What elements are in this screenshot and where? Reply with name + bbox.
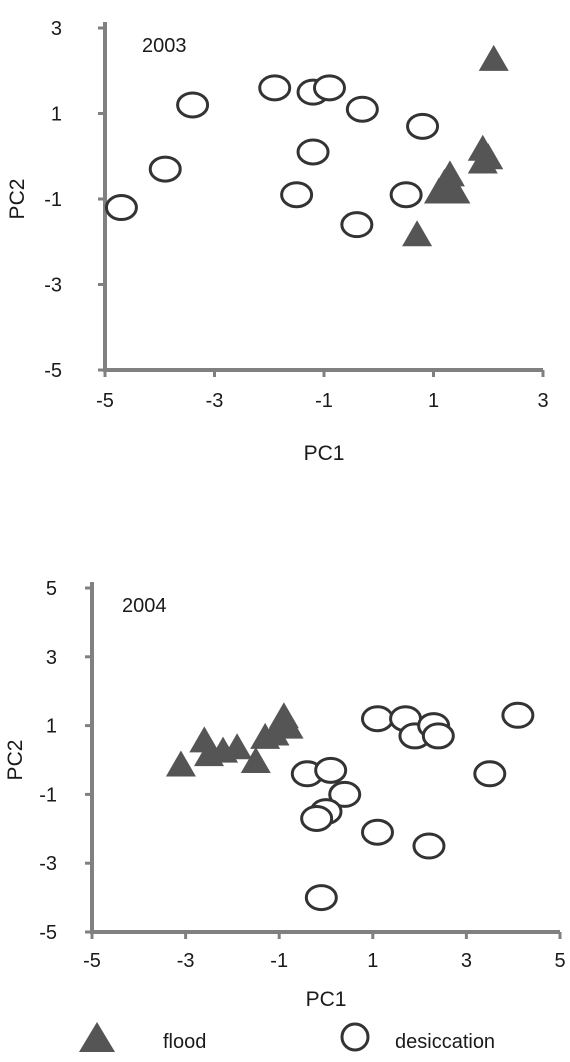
desiccation-point xyxy=(280,181,314,209)
scatter-panel-2004: -5 -3 -1 1 3 5 5 3 1 -1 -3 -5 PC1 PC2 2004 xyxy=(4,578,566,1011)
desiccation-point xyxy=(345,95,379,123)
desiccation-point xyxy=(328,780,362,808)
x-tick-label: 5 xyxy=(554,950,565,972)
flood-point xyxy=(222,733,253,760)
legend-circle-marker xyxy=(340,1022,370,1052)
desiccation-point xyxy=(300,804,334,832)
x-tick-label: 3 xyxy=(461,950,472,972)
x-tick-label: 1 xyxy=(428,390,439,412)
desiccation-point xyxy=(389,181,423,209)
desiccation-point xyxy=(148,155,182,183)
desiccation-point xyxy=(296,138,330,166)
y-tick-label: 3 xyxy=(46,647,57,669)
desiccation-point xyxy=(176,91,210,119)
x-tick-label: -1 xyxy=(270,950,288,972)
flood-point xyxy=(259,719,290,746)
y-tick-label: 1 xyxy=(51,104,62,126)
desiccation-point xyxy=(340,211,374,239)
desiccation-point xyxy=(312,74,346,102)
legend-label-desiccation: desiccation xyxy=(395,1031,495,1053)
flood-point xyxy=(478,44,509,71)
desiccation-point xyxy=(412,832,446,860)
desiccation-point xyxy=(304,884,338,912)
flood-point xyxy=(467,147,498,174)
x-tick-label: -5 xyxy=(96,390,114,412)
y-axis-title: PC2 xyxy=(6,179,29,220)
panel-year-label: 2003 xyxy=(142,35,187,57)
y-tick-label: 5 xyxy=(46,578,57,600)
flood-point xyxy=(273,712,304,739)
desiccation-point xyxy=(473,760,507,788)
y-tick-label: 1 xyxy=(46,716,57,738)
desiccation-point xyxy=(406,112,440,140)
x-tick-label: 3 xyxy=(537,390,548,412)
desiccation-point xyxy=(258,74,292,102)
x-tick-label: -3 xyxy=(206,390,224,412)
x-tick-label: -1 xyxy=(315,390,333,412)
panel-year-label: 2004 xyxy=(122,595,167,617)
y-tick-label: -1 xyxy=(39,784,57,806)
flood-point xyxy=(402,220,433,247)
scatter-panel-2003: -5 -3 -1 1 3 3 1 -1 -3 -5 PC1 PC2 2003 xyxy=(6,18,549,465)
desiccation-point xyxy=(104,194,138,222)
flood-point xyxy=(165,750,196,777)
x-axis-title: PC1 xyxy=(306,988,347,1011)
y-tick-label: -5 xyxy=(44,360,62,382)
flood-point xyxy=(440,177,471,204)
desiccation-point xyxy=(501,701,535,729)
desiccation-point xyxy=(314,756,348,784)
legend-triangle-marker xyxy=(79,1022,115,1052)
x-tick-label: 1 xyxy=(367,950,378,972)
legend-label-flood: flood xyxy=(163,1031,206,1053)
desiccation-point xyxy=(421,722,455,750)
y-axis-title: PC2 xyxy=(4,740,27,781)
y-tick-label: -5 xyxy=(39,922,57,944)
desiccation-point xyxy=(360,705,394,733)
desiccation-point xyxy=(360,818,394,846)
x-tick-label: -5 xyxy=(83,950,101,972)
y-tick-label: -1 xyxy=(44,189,62,211)
y-tick-label: 3 xyxy=(51,18,62,40)
x-axis-title: PC1 xyxy=(304,442,345,465)
y-tick-label: -3 xyxy=(44,275,62,297)
x-tick-label: -3 xyxy=(177,950,195,972)
legend: flood desiccation xyxy=(79,1022,495,1053)
y-tick-label: -3 xyxy=(39,853,57,875)
flood-point xyxy=(240,747,271,773)
